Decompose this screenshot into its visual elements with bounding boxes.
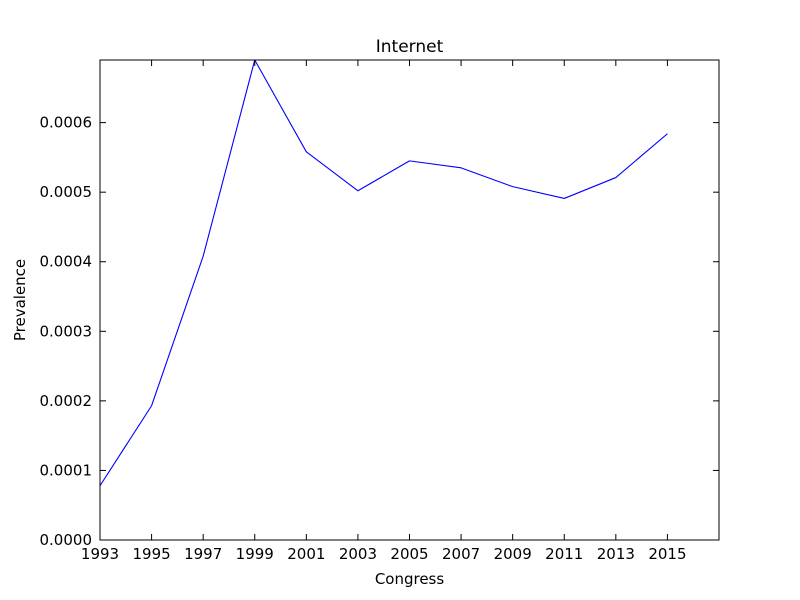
y-tick-label: 0.0003 [40, 322, 93, 340]
x-axis-label: Congress [375, 570, 445, 588]
y-tick-label: 0.0001 [40, 461, 93, 479]
y-tick-label: 0.0002 [40, 392, 93, 410]
x-tick-label: 2011 [545, 545, 583, 563]
x-tick-label: 1993 [81, 545, 119, 563]
y-tick-label: 0.0006 [40, 114, 93, 132]
series-line-0 [99, 59, 668, 487]
x-tick-label: 2001 [287, 545, 325, 563]
x-tick-label: 1999 [236, 545, 274, 563]
y-tick-label: 0.0004 [40, 253, 93, 271]
x-tick-label: 2007 [442, 545, 480, 563]
x-tick-label: 2003 [339, 545, 377, 563]
x-tick-label: 2013 [597, 545, 635, 563]
x-tick-label: 1995 [132, 545, 170, 563]
ticks-layer: 1993 1995 1997 1999 2001 2003 2005 2007 2009 2011… [40, 60, 719, 563]
y-tick-label: 0.0005 [40, 183, 93, 201]
chart-title: Internet [376, 37, 444, 57]
x-tick-label: 2015 [648, 545, 686, 563]
x-tick-label: 2005 [390, 545, 428, 563]
marks-layer [99, 59, 668, 487]
x-tick-label: 1997 [184, 545, 222, 563]
y-tick-label: 0.0000 [40, 531, 93, 549]
y-axis-label: Prevalence [11, 259, 29, 341]
plot-frame [99, 59, 720, 541]
x-tick-label: 2009 [494, 545, 532, 563]
